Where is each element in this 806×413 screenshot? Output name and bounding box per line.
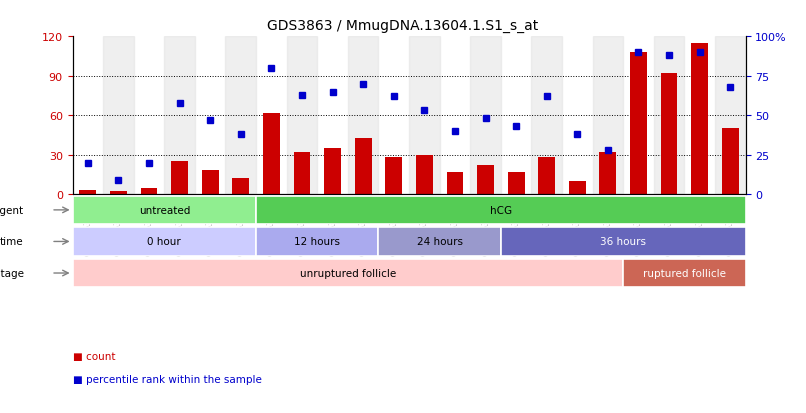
Bar bbox=[692, 44, 708, 195]
Bar bbox=[164, 37, 195, 195]
Bar bbox=[508, 172, 525, 195]
Bar bbox=[348, 37, 379, 195]
Text: unruptured follicle: unruptured follicle bbox=[300, 268, 396, 278]
Text: development stage: development stage bbox=[0, 268, 23, 278]
Bar bbox=[592, 37, 623, 195]
Bar bbox=[501, 228, 746, 256]
Bar bbox=[293, 153, 310, 195]
Bar bbox=[171, 162, 188, 195]
Text: 36 hours: 36 hours bbox=[600, 237, 646, 247]
Bar bbox=[661, 74, 678, 195]
Text: untreated: untreated bbox=[139, 205, 190, 215]
Bar bbox=[73, 228, 256, 256]
Bar bbox=[477, 166, 494, 195]
Bar bbox=[538, 158, 555, 195]
Bar bbox=[447, 172, 463, 195]
Text: ruptured follicle: ruptured follicle bbox=[643, 268, 726, 278]
Bar bbox=[80, 191, 96, 195]
Text: ■ percentile rank within the sample: ■ percentile rank within the sample bbox=[73, 374, 261, 384]
Bar bbox=[569, 181, 586, 195]
Bar bbox=[623, 259, 746, 287]
Text: GDS3863 / MmugDNA.13604.1.S1_s_at: GDS3863 / MmugDNA.13604.1.S1_s_at bbox=[268, 19, 538, 33]
Bar bbox=[256, 228, 379, 256]
Bar bbox=[232, 179, 249, 195]
Bar bbox=[103, 37, 134, 195]
Bar bbox=[226, 37, 256, 195]
Bar bbox=[409, 37, 439, 195]
Bar bbox=[715, 37, 746, 195]
Bar bbox=[73, 259, 623, 287]
Bar bbox=[324, 149, 341, 195]
Bar bbox=[73, 196, 256, 225]
Bar bbox=[110, 192, 127, 195]
Bar bbox=[385, 158, 402, 195]
Bar bbox=[722, 129, 738, 195]
Bar bbox=[600, 153, 617, 195]
Bar bbox=[287, 37, 318, 195]
Bar bbox=[140, 188, 157, 195]
Text: ■ count: ■ count bbox=[73, 351, 115, 361]
Text: agent: agent bbox=[0, 205, 23, 215]
Bar bbox=[654, 37, 684, 195]
Bar bbox=[202, 171, 218, 195]
Bar bbox=[416, 155, 433, 195]
Bar bbox=[630, 53, 647, 195]
Bar bbox=[531, 37, 562, 195]
Bar bbox=[355, 138, 372, 195]
Text: 12 hours: 12 hours bbox=[294, 237, 340, 247]
Text: hCG: hCG bbox=[490, 205, 512, 215]
Bar bbox=[470, 37, 501, 195]
Bar bbox=[263, 113, 280, 195]
Text: 0 hour: 0 hour bbox=[147, 237, 181, 247]
Bar bbox=[256, 196, 746, 225]
Text: time: time bbox=[0, 237, 23, 247]
Bar bbox=[379, 228, 501, 256]
Text: 24 hours: 24 hours bbox=[417, 237, 463, 247]
